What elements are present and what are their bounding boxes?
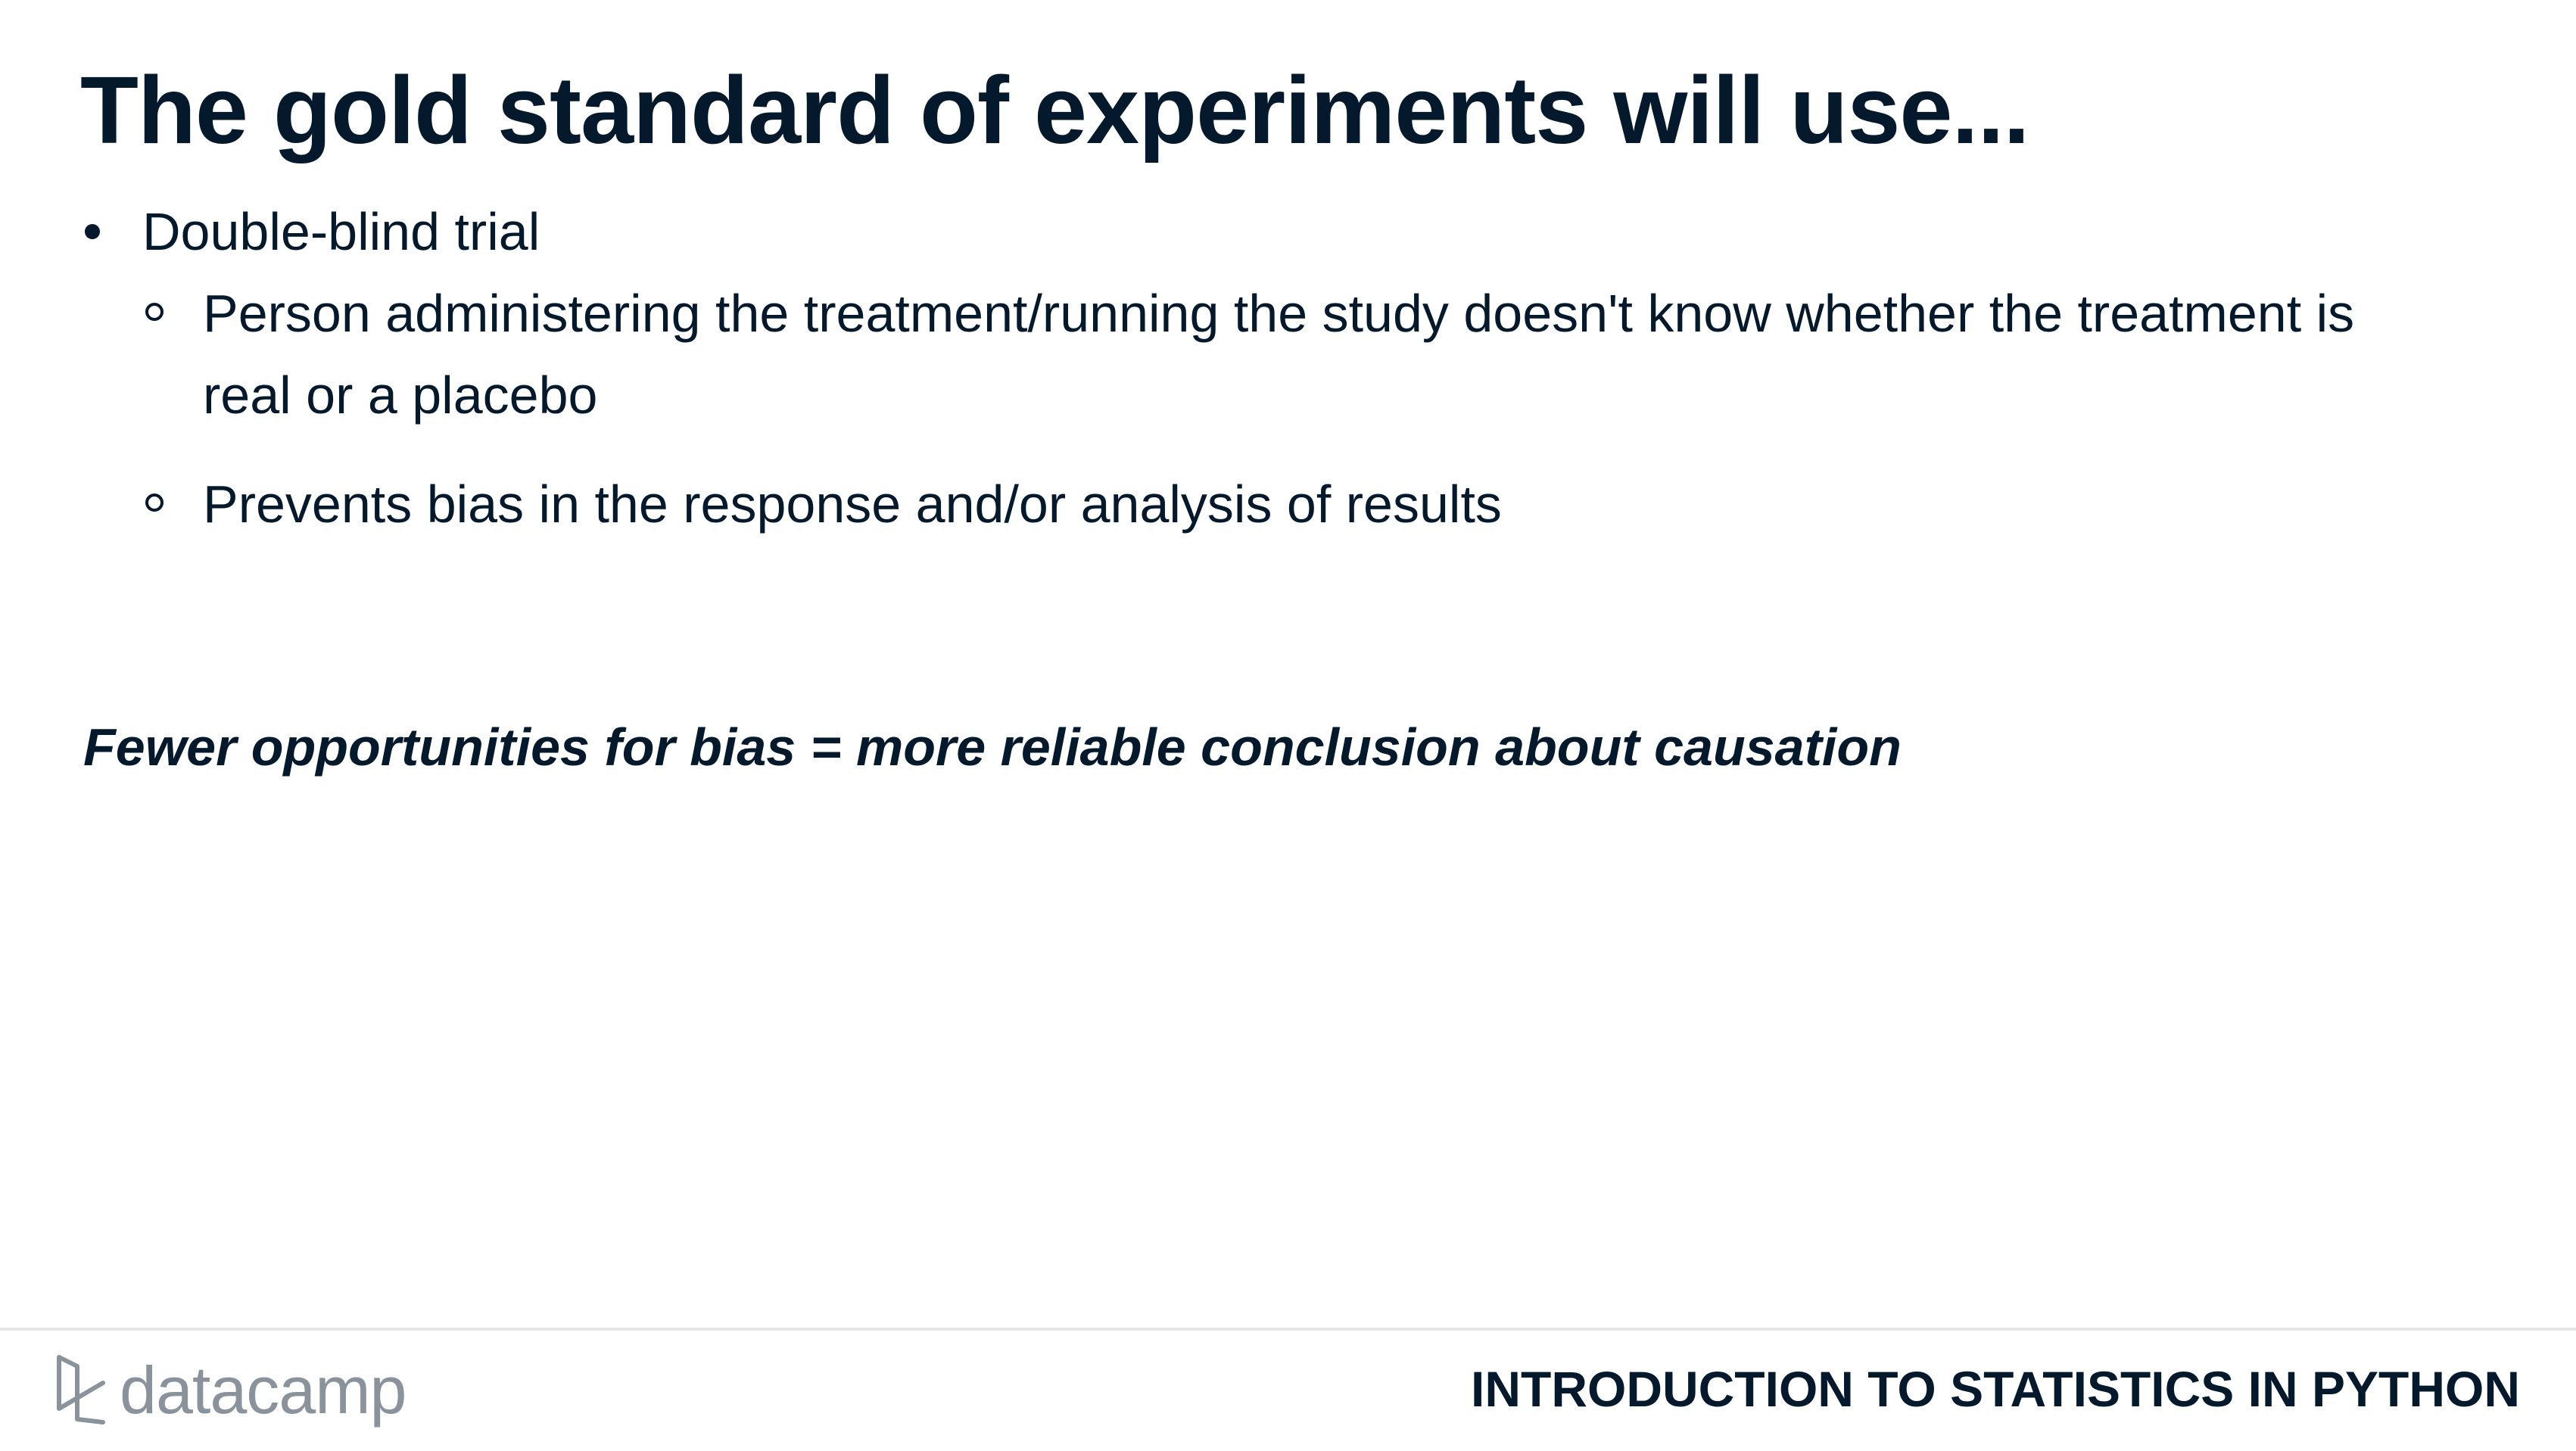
sub-bullet-item: Prevents bias in the response and/or ana… bbox=[142, 463, 2427, 545]
footer-divider bbox=[0, 1328, 2576, 1331]
sub-bullet-circle-icon bbox=[145, 494, 164, 512]
emphasis-statement: Fewer opportunities for bias = more reli… bbox=[83, 718, 1902, 777]
datacamp-logo: datacamp bbox=[51, 1349, 406, 1432]
datacamp-logo-icon bbox=[57, 1355, 105, 1425]
sub-bullet-text: Prevents bias in the response and/or ana… bbox=[203, 475, 1502, 534]
course-title: INTRODUCTION TO STATISTICS IN PYTHON bbox=[1471, 1361, 2520, 1417]
sub-bullet-text: Person administering the treatment/runni… bbox=[203, 284, 2355, 425]
bullet-text: Double-blind trial bbox=[142, 202, 540, 261]
sub-bullet-item: Person administering the treatment/runni… bbox=[142, 272, 2427, 436]
slide-title: The gold standard of experiments will us… bbox=[80, 57, 2029, 163]
logo-wordmark: datacamp bbox=[120, 1353, 406, 1428]
bullet-item: Double-blind trial bbox=[80, 191, 2427, 272]
bullet-dot-icon bbox=[85, 224, 100, 239]
bullet-list: Double-blind trial Person administering … bbox=[80, 191, 2427, 545]
sub-bullet-circle-icon bbox=[145, 303, 164, 321]
